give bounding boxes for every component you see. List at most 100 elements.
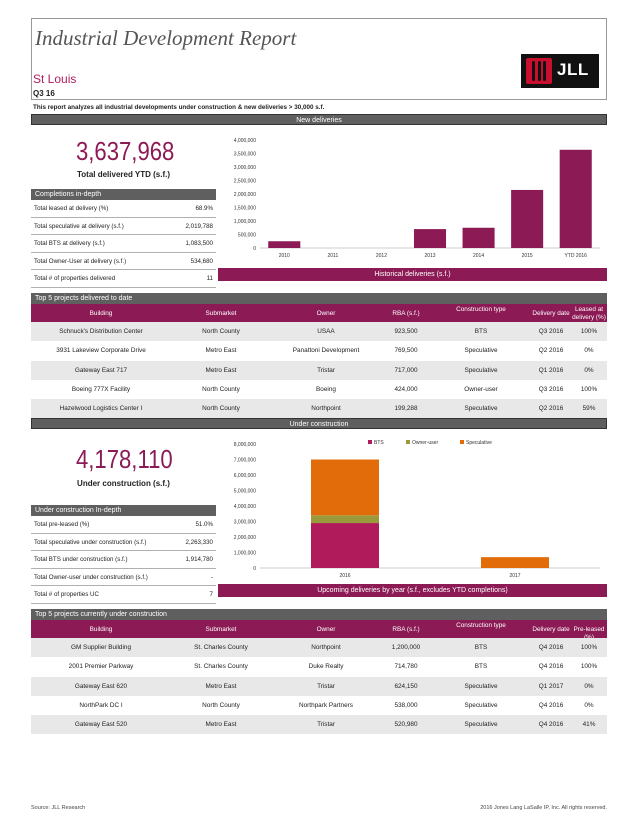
footer-source: Source: JLL Research	[31, 805, 86, 811]
table-cell: Speculative	[464, 347, 498, 355]
y-tick-label: 5,000,000	[234, 489, 256, 495]
delivered-ytd-label: Total delivered YTD (s.f.)	[76, 170, 171, 179]
report-title: Industrial Development Report	[35, 26, 297, 50]
top-delivered-title: Top 5 projects delivered to date	[31, 293, 607, 304]
legend-label: Owner-user	[412, 440, 438, 446]
kv-label: Total BTS at delivery (s.f.)	[34, 240, 105, 247]
table-cell: Speculative	[464, 721, 498, 729]
y-tick-label: 2,500,000	[234, 179, 256, 185]
kv-row: Total BTS at delivery (s.f.) 1,083,500	[31, 235, 216, 253]
column-header: Delivery date	[532, 310, 570, 317]
table-cell: 100%	[580, 385, 598, 393]
table-cell: 624,150	[394, 682, 418, 690]
legend-label: Speculative	[466, 440, 492, 446]
bar-segment	[481, 557, 549, 568]
column-header: Submarket	[205, 310, 237, 317]
bar-segment	[311, 515, 379, 524]
jll-logo-icon	[526, 58, 552, 84]
y-tick-label: 7,000,000	[234, 458, 256, 464]
table-cell: Q4 2016	[538, 663, 564, 671]
table-cell: Northpark Partners	[299, 701, 353, 709]
table-cell: Schnuck's Distribution Center	[59, 328, 143, 335]
top-uc-title: Top 5 projects currently under construct…	[31, 609, 607, 620]
kv-row: Total leased at delivery (%) 68.9%	[31, 200, 216, 218]
table-cell: Q4 2016	[538, 644, 564, 651]
column-header: Delivery date	[532, 626, 570, 633]
y-tick-label: 500,000	[238, 233, 256, 239]
bar-segment	[311, 459, 379, 516]
table-row: Hazelwood Logistics Center I North County…	[31, 399, 607, 419]
table-cell: Tristar	[317, 721, 335, 729]
kv-value: 51.0%	[195, 521, 213, 528]
kv-value: 2,019,788	[185, 222, 213, 230]
y-tick-label: 4,000,000	[234, 138, 256, 144]
kv-value: -	[210, 573, 213, 581]
x-tick-label: 2016	[339, 573, 350, 579]
section-under-construction: Under construction	[31, 418, 607, 429]
table-cell: Northpoint	[311, 644, 341, 651]
quarter-label: Q3 16	[33, 89, 55, 98]
table-cell: 100%	[580, 663, 598, 671]
completions-table: Completions in-depth Total leased at del…	[31, 189, 216, 305]
kv-label: Total speculative under construction (s.…	[34, 538, 147, 546]
table-cell: 769,500	[394, 347, 418, 355]
x-tick-label: 2011	[327, 253, 338, 259]
column-header: RBA (s.f.)	[392, 626, 420, 633]
table-cell: 0%	[584, 682, 594, 690]
legend-label: BTS	[374, 440, 384, 446]
kv-row: Total speculative under construction (s.…	[31, 534, 216, 551]
top-uc-header: Building Submarket Owner RBA (s.f.) Construc…	[31, 620, 607, 641]
top-delivered-header: Building Submarket Owner RBA (s.f.) Construc…	[31, 304, 607, 323]
table-cell: 2001 Premier Parkway	[68, 663, 134, 671]
table-cell: Metro East	[205, 347, 237, 355]
table-cell: Metro East	[205, 682, 237, 690]
kv-row: Total pre-leased (%) 51.0%	[31, 516, 216, 534]
table-cell: St. Charles County	[194, 663, 248, 671]
bar	[462, 227, 495, 248]
table-cell: BTS	[474, 328, 488, 335]
table-cell: North County	[202, 385, 240, 393]
table-row: Gateway East 620 Metro East Tristar 624,150…	[31, 676, 607, 696]
column-header: Building	[89, 310, 113, 317]
table-cell: Q1 2017	[538, 682, 564, 690]
kv-row: Total BTS under construction (s.f.) 1,914…	[31, 551, 216, 569]
bar	[413, 229, 447, 248]
table-row: Boeing 777X Facility North County Boeing 42…	[31, 380, 607, 399]
section-new-deliveries: New deliveries	[31, 114, 607, 125]
y-tick-label: 2,000,000	[234, 192, 256, 198]
kv-value: 534,680	[190, 257, 213, 265]
uc-number: 4,178,110	[76, 444, 173, 474]
table-cell: Speculative	[464, 682, 498, 690]
uc-indepth-title: Under construction In-depth	[31, 505, 216, 516]
y-tick-label: 1,000,000	[234, 219, 256, 225]
table-cell: 3931 Lakeview Corporate Drive	[56, 347, 146, 355]
y-tick-label: 3,000,000	[234, 165, 256, 171]
column-header: Submarket	[205, 626, 237, 633]
jll-logo: JLL	[521, 54, 599, 88]
table-cell: Q4 2016	[538, 721, 564, 729]
column-header: Pre-leased (%)	[573, 626, 605, 641]
table-cell: Boeing 777X Facility	[71, 385, 131, 393]
historical-deliveries-chart: 0 500,000 1,000,000 1,500,000 2,000,000 2,500…	[234, 138, 600, 259]
table-cell: Q2 2016	[538, 347, 564, 355]
table-cell: Speculative	[464, 366, 498, 374]
bar	[559, 149, 592, 248]
table-cell: Metro East	[205, 721, 237, 729]
kv-label: Total # of properties delivered	[34, 275, 116, 282]
x-tick-label: 2013	[424, 253, 435, 259]
table-cell: Gateway East 520	[74, 721, 128, 729]
table-cell: Metro East	[205, 366, 237, 374]
y-tick-label: 4,000,000	[234, 504, 256, 510]
table-cell: Speculative	[464, 405, 498, 413]
completions-title: Completions in-depth	[31, 189, 216, 200]
kv-value: 68.9%	[195, 205, 213, 212]
y-tick-label: 2,000,000	[234, 535, 256, 541]
historical-deliveries-caption: Historical deliveries (s.f.)	[218, 268, 607, 281]
kv-label: Total BTS under construction (s.f.)	[34, 556, 128, 563]
table-cell: 0%	[584, 347, 594, 355]
table-cell: 199,288	[394, 405, 418, 413]
table-cell: GM Supplier Building	[70, 644, 132, 651]
kv-value: 1,083,500	[185, 240, 213, 247]
table-cell: Gateway East 620	[74, 682, 128, 690]
table-cell: Owner-user	[464, 385, 498, 393]
